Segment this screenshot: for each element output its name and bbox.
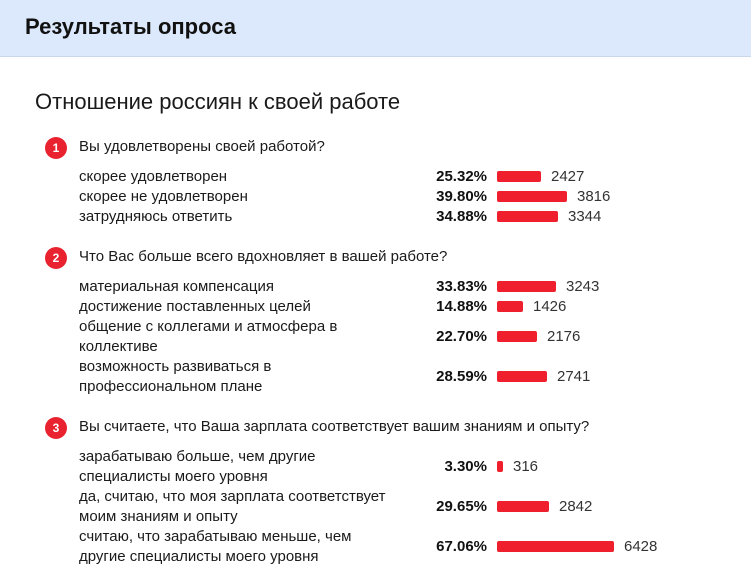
answer-label: считаю, что зарабатываю меньше, чем други… bbox=[79, 527, 419, 567]
answer-label: материальная компенсация bbox=[79, 277, 419, 297]
answer-count: 2741 bbox=[557, 368, 591, 385]
page-header: Результаты опроса bbox=[0, 0, 751, 57]
header-title: Результаты опроса bbox=[25, 14, 236, 39]
answer-label: затрудняюсь ответить bbox=[79, 207, 419, 227]
answer-percent: 67.06% bbox=[436, 538, 487, 555]
answer-label-line: возможность развиваться в bbox=[79, 358, 272, 375]
answer-percent: 28.59% bbox=[436, 368, 487, 385]
answer-label: да, считаю, что моя зарплата соответству… bbox=[79, 487, 419, 527]
answer-percent: 22.70% bbox=[436, 328, 487, 345]
answer-bar bbox=[497, 331, 537, 342]
answer-count: 2842 bbox=[559, 498, 593, 515]
answer-label: скорее удовлетворен bbox=[79, 167, 419, 187]
answer-count: 2176 bbox=[547, 328, 581, 345]
answer-label: зарабатываю больше, чем другие специалист… bbox=[79, 447, 419, 487]
answer-percent: 25.32% bbox=[436, 168, 487, 185]
answer-label-line: да, считаю, что моя зарплата соответству… bbox=[79, 488, 386, 505]
question-number-badge: 2 bbox=[45, 247, 67, 269]
answer-bar bbox=[497, 501, 549, 512]
survey-title: Отношение россиян к своей работе bbox=[35, 89, 401, 114]
answer-bar bbox=[497, 281, 556, 292]
answer-count: 316 bbox=[513, 458, 539, 475]
answer-bar bbox=[497, 541, 614, 552]
answer-count: 3243 bbox=[566, 278, 600, 295]
question-text: Вы считаете, что Ваша зарплата соответст… bbox=[79, 418, 590, 435]
question-number-badge: 3 bbox=[45, 417, 67, 439]
answer-label-line: общение с коллегами и атмосфера в bbox=[79, 318, 338, 335]
answer-count: 1426 bbox=[533, 298, 567, 315]
answer-label-line: коллективе bbox=[79, 338, 158, 355]
answer-bar bbox=[497, 211, 558, 222]
answer-bar bbox=[497, 371, 547, 382]
question-text: Вы удовлетворены своей работой? bbox=[79, 138, 325, 155]
answer-label: достижение поставленных целей bbox=[79, 297, 419, 317]
answer-label-line: материальная компенсация bbox=[79, 278, 274, 295]
answer-bar bbox=[497, 461, 503, 472]
answer-percent: 14.88% bbox=[436, 298, 487, 315]
answer-count: 2427 bbox=[551, 168, 585, 185]
answer-label: возможность развиваться в профессионально… bbox=[79, 357, 419, 397]
answer-label: скорее не удовлетворен bbox=[79, 187, 419, 207]
answer-label-line: зарабатываю больше, чем другие bbox=[79, 448, 316, 465]
answer-label-line: специалисты моего уровня bbox=[79, 468, 268, 485]
answer-label-line: профессиональном плане bbox=[79, 378, 263, 395]
answer-percent: 34.88% bbox=[436, 208, 487, 225]
answer-label-line: достижение поставленных целей bbox=[79, 298, 311, 315]
answer-label-line: скорее не удовлетворен bbox=[79, 188, 248, 205]
answer-bar bbox=[497, 301, 523, 312]
answer-label-line: другие специалисты моего уровня bbox=[79, 548, 319, 565]
answer-bar bbox=[497, 171, 541, 182]
answer-count: 6428 bbox=[624, 538, 658, 555]
answer-label-line: считаю, что зарабатываю меньше, чем bbox=[79, 528, 352, 545]
answer-percent: 29.65% bbox=[436, 498, 487, 515]
answer-bar bbox=[497, 191, 567, 202]
answer-percent: 33.83% bbox=[436, 278, 487, 295]
answer-label-line: скорее удовлетворен bbox=[79, 168, 228, 185]
answer-percent: 39.80% bbox=[436, 188, 487, 205]
answer-count: 3344 bbox=[568, 208, 602, 225]
answer-percent: 3.30% bbox=[444, 458, 487, 475]
answer-label-line: моим знаниям и опыту bbox=[79, 508, 238, 525]
question-number-badge: 1 bbox=[45, 137, 67, 159]
answer-label-line: затрудняюсь ответить bbox=[79, 208, 233, 225]
answer-count: 3816 bbox=[577, 188, 611, 205]
answer-label: общение с коллегами и атмосфера в коллект… bbox=[79, 317, 419, 357]
question-text: Что Вас больше всего вдохновляет в вашей… bbox=[79, 248, 448, 265]
